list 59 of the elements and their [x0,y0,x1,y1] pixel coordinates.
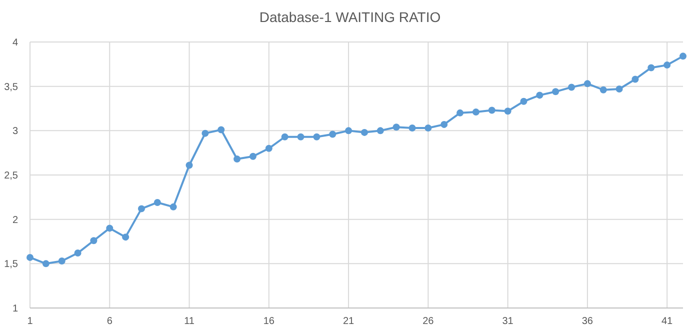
point [408,124,416,132]
point [249,152,256,160]
point [42,260,50,268]
chart-title: Database-1 WAITING RATIO [259,9,441,25]
point [170,203,177,210]
point [664,62,671,69]
x-tick-label: 41 [662,316,674,327]
point [488,106,496,114]
point [392,124,400,131]
point [648,64,655,72]
y-tick-label: 4 [12,38,18,48]
point [122,234,130,241]
y-tick-label: 1,5 [4,259,18,270]
point [138,205,145,212]
y-tick-label: 1 [12,304,18,314]
point [504,108,512,115]
point [424,124,432,132]
point [345,127,352,134]
point [297,133,304,140]
point [552,88,560,96]
point [536,92,544,99]
point [568,84,576,91]
point [472,108,480,116]
y-tick-label: 3,5 [4,82,18,93]
point [456,109,464,116]
x-tick-label: 31 [502,316,514,327]
point [360,128,368,136]
x-tick-label: 36 [582,316,594,327]
point [74,250,82,257]
point [584,80,591,88]
point [632,76,639,83]
point [106,224,114,232]
y-tick-label: 2,5 [4,170,18,182]
x-tick-label: 6 [106,316,113,327]
point [440,120,448,128]
point [265,144,272,152]
point [313,133,320,140]
point [600,86,607,94]
point [234,156,241,163]
point [218,126,225,134]
point [680,52,686,60]
point [616,85,623,92]
point [376,127,384,134]
point [58,258,66,265]
point [154,198,161,206]
x-tick-label: 16 [263,316,275,327]
point [90,237,98,244]
y-tick-label: 3 [12,126,18,138]
point [281,133,288,140]
x-tick-label: 21 [342,316,355,327]
x-tick-label: 26 [422,316,434,327]
point [329,130,336,138]
x-tick-label: 11 [184,316,195,327]
point [202,130,209,137]
point [520,98,528,105]
x-tick-label: 1 [27,316,34,327]
point [26,254,34,261]
y-tick-label: 2 [12,214,18,226]
point [186,162,193,169]
